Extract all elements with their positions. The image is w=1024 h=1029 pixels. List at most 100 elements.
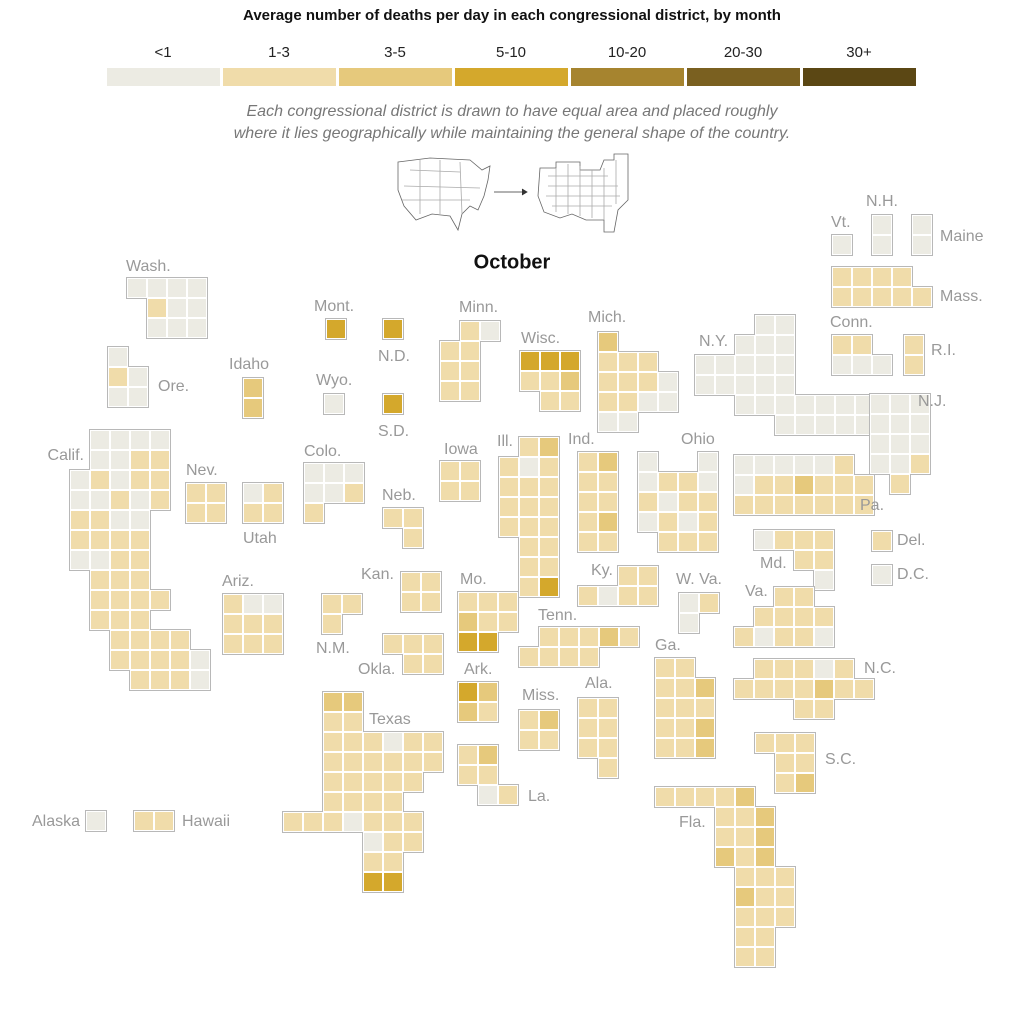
- district: [815, 476, 833, 494]
- state-label: Ohio: [681, 431, 715, 448]
- district: [244, 484, 262, 502]
- legend-swatch: [223, 68, 336, 86]
- state: [831, 334, 893, 376]
- district: [91, 491, 109, 509]
- district: [656, 679, 674, 697]
- state-label: Md.: [760, 555, 787, 572]
- district: [324, 813, 342, 831]
- district: [459, 766, 477, 784]
- district: [680, 594, 698, 612]
- district: [384, 813, 402, 831]
- district: [736, 396, 754, 414]
- district: [131, 591, 149, 609]
- district: [91, 611, 109, 629]
- district: [696, 376, 714, 394]
- district: [111, 471, 129, 489]
- state-label: Okla.: [358, 661, 395, 678]
- district: [833, 268, 851, 286]
- district: [111, 551, 129, 569]
- district: [520, 498, 538, 516]
- district: [700, 594, 718, 612]
- district: [833, 336, 851, 354]
- district: [244, 504, 262, 522]
- district: [796, 396, 814, 414]
- district: [540, 538, 558, 556]
- state: [325, 318, 347, 340]
- district: [599, 373, 617, 391]
- district: [599, 453, 617, 471]
- district: [461, 382, 479, 400]
- state-label: S.C.: [825, 751, 856, 768]
- district: [131, 671, 149, 689]
- district: [111, 631, 129, 649]
- legend-swatch: [107, 68, 220, 86]
- state: [323, 393, 345, 415]
- district: [659, 473, 677, 491]
- district: [656, 719, 674, 737]
- district: [756, 316, 774, 334]
- state: [126, 277, 208, 339]
- state: [303, 462, 365, 524]
- district: [871, 435, 889, 453]
- district: [91, 571, 109, 589]
- district: [461, 322, 479, 340]
- district: [111, 531, 129, 549]
- district: [129, 368, 147, 386]
- district: [109, 388, 127, 406]
- district: [619, 373, 637, 391]
- district: [111, 571, 129, 589]
- district: [384, 833, 402, 851]
- district: [441, 462, 459, 480]
- district: [795, 456, 813, 474]
- district: [344, 793, 362, 811]
- state-label: N.Y.: [699, 333, 728, 350]
- district: [893, 268, 911, 286]
- district: [775, 588, 793, 606]
- district: [619, 567, 637, 585]
- district: [131, 511, 149, 529]
- district: [404, 509, 422, 527]
- district: [680, 614, 698, 632]
- district: [619, 353, 637, 371]
- state-label: Maine: [940, 228, 984, 245]
- district: [815, 456, 833, 474]
- state-label: Ill.: [497, 433, 513, 450]
- district: [756, 908, 774, 926]
- district: [656, 739, 674, 757]
- state-label: Conn.: [830, 314, 873, 331]
- state: [869, 393, 931, 495]
- district: [855, 476, 873, 494]
- state-label: Ariz.: [222, 573, 254, 590]
- state-label: Mich.: [588, 309, 626, 326]
- district: [520, 648, 538, 666]
- district: [324, 693, 342, 711]
- district: [459, 613, 477, 631]
- district: [913, 288, 931, 306]
- district: [520, 438, 538, 456]
- district: [659, 493, 677, 511]
- district: [775, 660, 793, 678]
- district: [109, 368, 127, 386]
- district: [905, 356, 923, 374]
- district: [187, 484, 205, 502]
- district: [815, 700, 833, 718]
- district: [619, 413, 637, 431]
- district: [171, 651, 189, 669]
- district: [893, 288, 911, 306]
- district: [815, 608, 833, 626]
- state-label: Va.: [745, 583, 768, 600]
- district: [111, 511, 129, 529]
- district: [873, 356, 891, 374]
- district: [836, 396, 854, 414]
- district: [499, 786, 517, 804]
- state: [637, 451, 719, 553]
- district: [481, 322, 499, 340]
- district: [540, 438, 558, 456]
- district: [913, 216, 931, 234]
- state: [903, 334, 925, 376]
- district: [344, 813, 362, 831]
- district: [735, 456, 753, 474]
- district: [619, 393, 637, 411]
- district: [168, 279, 186, 297]
